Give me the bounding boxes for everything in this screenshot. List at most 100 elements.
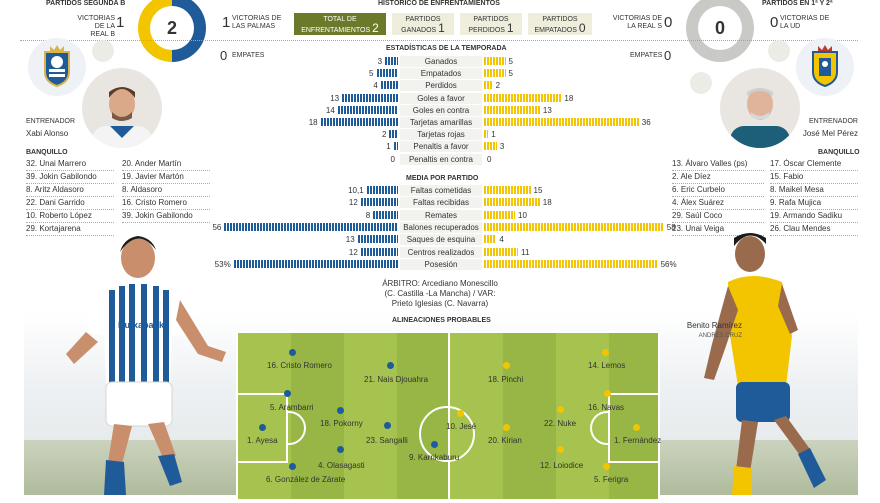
bench-player: 19. Armando Sadiku [770, 210, 858, 223]
player-dot [284, 390, 291, 397]
stat-left-value: 5 [369, 69, 374, 79]
stat-right-value: 18 [542, 198, 552, 208]
bench-player: 16. Cristo Romero [122, 197, 210, 210]
victorias-palmas-label: VICTORIAS DE LAS PALMAS [232, 15, 282, 30]
real-sociedad-crest [28, 38, 86, 96]
stat-row: 13 Saques de esquina 4 [0, 234, 880, 246]
stat-label: Faltas recibidas [400, 197, 482, 209]
empatados-num: 0 [578, 21, 586, 35]
stat-right-value: 58 [666, 222, 676, 232]
stat-row: 18 Tarjetas amarillas 36 [0, 117, 880, 128]
bubble [690, 72, 712, 94]
player-dot [289, 349, 296, 356]
player-dot [602, 349, 609, 356]
stat-right-bar [484, 235, 497, 244]
stat-left-bar [376, 69, 398, 78]
stat-left-bar [385, 57, 398, 65]
referee-line3: Prieto Iglesias (C. Navarra) [391, 299, 489, 308]
stat-label: Balones recuperados [400, 221, 482, 233]
stat-left-bar [373, 210, 398, 219]
bench-player: 20. Ander Martín [122, 158, 210, 171]
stat-left-bar [357, 235, 398, 244]
victorias-ud-num: 0 [770, 14, 779, 31]
right-bench-col2: 17. Óscar Clemente 15. Fabio 8. Maikel M… [770, 158, 858, 236]
victorias-reals-label: VICTORIAS DE LA REAL S [612, 15, 662, 30]
stat-right-value: 2 [495, 81, 501, 91]
stat-label: Ganados [400, 56, 482, 67]
lineup-player: 14. Lemos [588, 361, 626, 370]
lineup-player: 5. Arambarri [270, 403, 314, 412]
stat-left-value: 3 [377, 57, 383, 66]
bubble [92, 40, 114, 62]
stat-left-value: 56 [212, 222, 222, 232]
bench-player: 2. Ale Díez [672, 171, 764, 184]
stat-left-value: 12 [348, 247, 358, 257]
stat-right-bar [484, 142, 497, 151]
stat-label: Goles a favor [400, 92, 482, 104]
player-dot [337, 407, 344, 414]
bubble [768, 40, 790, 62]
player-dot [503, 362, 510, 369]
stat-left-bar [360, 198, 398, 207]
stat-label: Posesión [400, 258, 482, 270]
pitch-right-arc [590, 411, 608, 445]
stat-right-bar [484, 247, 519, 256]
ganados-box: PARTIDOS GANADOS 1 [392, 13, 454, 35]
bench-player: 8. Maikel Mesa [770, 184, 858, 197]
stat-right-bar [484, 69, 506, 78]
referee-info: ÁRBITRO: Arcediano Monescillo (C. Castil… [340, 279, 540, 309]
total-box: TOTAL DE ENFRENTAMIENTOS 2 [294, 13, 386, 35]
lineups-title: ALINEACIONES PROBABLES [392, 317, 491, 324]
bench-player: 22. Dani Garrido [26, 197, 114, 210]
stat-row: 3 Ganados 5 [0, 56, 880, 67]
stat-right-bar [484, 210, 515, 219]
stat-label: Empatados [400, 68, 482, 80]
stat-row: 1 Penaltis a favor 3 [0, 141, 880, 153]
bench-player: 32. Unai Marrero [26, 158, 114, 171]
lineup-player: 9. Karrikaburu [409, 453, 460, 462]
lineup-player: 22. Nuke [544, 419, 577, 428]
player-dot [604, 390, 611, 397]
stat-left-bar [337, 105, 398, 114]
left-coach-photo [82, 68, 162, 148]
stat-left-bar [224, 222, 398, 231]
empatados-box: PARTIDOS EMPATADOS 0 [528, 13, 592, 35]
bench-player: 23. Unai Veiga [672, 223, 764, 236]
victorias-realb-label: VICTORIAS DE LA REAL B [77, 15, 115, 38]
stat-row: 14 Goles en contra 13 [0, 104, 880, 116]
stat-right-value: 15 [533, 186, 543, 195]
right-bench-col1: 13. Álvaro Valles (ps) 2. Ale Díez 6. Er… [672, 158, 764, 236]
stat-right-bar [484, 259, 658, 268]
stat-row: 56 Balones recuperados 58 [0, 221, 880, 233]
player-dot [289, 463, 296, 470]
stat-left-value: 13 [345, 235, 355, 245]
stat-right-bar [484, 93, 562, 102]
pitch-left-arc [288, 411, 306, 445]
lineup-player: 18. Pinchi [488, 375, 524, 384]
player-dot [457, 410, 464, 417]
bench-player: 39. Jokin Gabilondo [26, 171, 114, 184]
stat-right-bar [484, 81, 493, 90]
stat-right-value: 11 [521, 247, 530, 257]
stat-left-bar [366, 186, 398, 194]
stat-right-value: 13 [542, 105, 552, 115]
lineup-player: 21. Nais Djouahra [364, 375, 429, 384]
stat-right-value: 5 [508, 57, 513, 66]
stat-right-bar [484, 198, 540, 207]
perdidos-label: PARTIDOS PERDIDOS [468, 16, 509, 34]
photo-caption-name: Benito Ramírez [686, 321, 742, 330]
stat-right-value: 5 [508, 69, 513, 79]
stat-left-value: 8 [365, 210, 371, 220]
stat-left-bar [393, 142, 398, 151]
stat-left-value: 2 [381, 130, 387, 140]
lineup-player: 16. Navas [588, 403, 625, 412]
stat-row: 4 Perdidos 2 [0, 80, 880, 92]
stat-left-value: 18 [308, 118, 318, 127]
stat-left-value: 14 [325, 105, 335, 115]
player-dot [557, 446, 564, 453]
bench-player: 15. Fabio [770, 171, 858, 184]
stat-left-bar [360, 247, 398, 256]
lineup-player: 1. Fernández [614, 436, 662, 445]
player-dot [633, 424, 640, 431]
lineup-player: 4. Olasagasti [318, 461, 365, 470]
